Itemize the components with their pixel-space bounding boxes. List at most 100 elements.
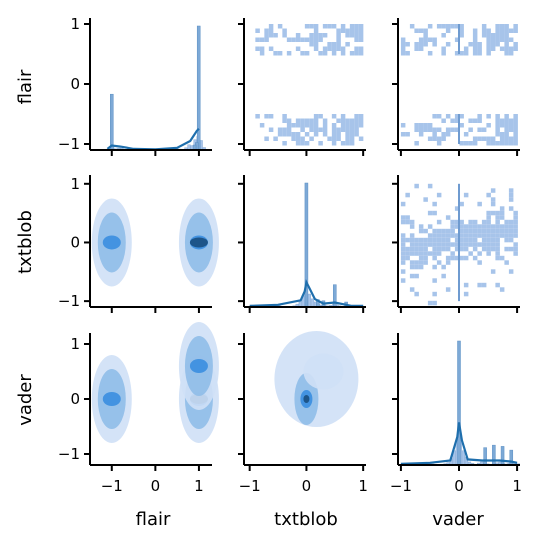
kde2d-panel-r1-c0: [92, 198, 219, 286]
hist2d-cell: [401, 238, 406, 243]
hist2d-cell: [401, 47, 406, 52]
hist2d-cell: [428, 128, 433, 133]
hist2d-cell: [509, 197, 514, 202]
y-tick-label-r2: 0: [70, 390, 80, 408]
hist2d-cell: [305, 119, 310, 124]
y-tick-label-r0: 0: [70, 75, 80, 93]
hist2d-cell: [509, 137, 514, 142]
hist2d-cell: [432, 128, 437, 133]
hist2d-cell: [428, 242, 433, 247]
hist2d-cell: [437, 220, 442, 225]
hist2d-cell: [491, 202, 496, 207]
hist2d-cell: [509, 238, 514, 243]
hist2d-cell: [414, 242, 419, 247]
kde2d-panel-r2-c1: [274, 331, 358, 427]
hist2d-cell: [464, 283, 469, 288]
hist2d-cell: [473, 247, 478, 252]
hist2d-cell: [495, 238, 500, 243]
hist2d-cell: [269, 24, 274, 29]
hist2d-cell: [437, 260, 442, 265]
hist2d-cell: [486, 242, 491, 247]
hist-bin-vader: [462, 451, 465, 465]
hist2d-cell: [309, 123, 314, 128]
hist2d-cell: [504, 260, 509, 265]
hist2d-cell: [314, 114, 319, 119]
hist2d-cell: [450, 242, 455, 247]
hist2d-cell: [419, 260, 424, 265]
hist2d-cell: [359, 29, 364, 34]
hist2d-cell: [359, 47, 364, 52]
hist-bin-txtblob: [311, 299, 314, 307]
kde2d-panel-r2-c0: [92, 322, 219, 443]
hist2d-cell: [441, 238, 446, 243]
hist2d-cell: [482, 220, 487, 225]
hist2d-cell: [486, 114, 491, 119]
diagonal-panel-vader: [398, 341, 520, 465]
hist2d-cell: [432, 301, 437, 306]
hist2d-cell: [432, 247, 437, 252]
hist2d-cell: [482, 247, 487, 252]
hist2d-cell: [464, 247, 469, 252]
hist2d-zero-column: [458, 24, 460, 54]
kde-contour-core: [190, 237, 208, 247]
hist2d-cell: [428, 251, 433, 256]
hist2d-cell: [309, 24, 314, 29]
hist2d-cell: [359, 38, 364, 43]
hist2d-cell: [437, 242, 442, 247]
hist2d-cell: [401, 202, 406, 207]
hist2d-cell: [314, 47, 319, 52]
hist2d-cell: [441, 137, 446, 142]
hist2d-cell: [341, 141, 346, 146]
y-tick-label-r1: 0: [70, 233, 80, 251]
hist2d-cell: [350, 128, 355, 133]
hist2d-cell: [491, 238, 496, 243]
hist2d-cell: [464, 193, 469, 198]
hist2d-cell: [345, 132, 350, 137]
hist2d-cell: [354, 114, 359, 119]
hist2d-cell: [318, 33, 323, 38]
hist2d-cell: [260, 47, 265, 52]
hist2d-cell: [473, 256, 478, 260]
hist2d-cell: [464, 47, 469, 52]
hist2d-cell: [305, 132, 310, 137]
hist2d-cell: [446, 215, 451, 220]
hist2d-cell: [509, 119, 514, 124]
hist2d-cell: [486, 123, 491, 128]
hist2d-cell: [305, 51, 310, 56]
hist2d-cell: [486, 220, 491, 225]
hist2d-cell: [437, 137, 442, 142]
hist2d-cell: [495, 42, 500, 47]
hist2d-cell: [341, 123, 346, 128]
hist2d-cell: [509, 29, 514, 34]
hist2d-cell: [314, 38, 319, 43]
hist2d-cell: [513, 47, 518, 52]
hist2d-cell: [495, 215, 500, 220]
hist2d-cell: [450, 220, 455, 225]
hist2d-cell: [341, 128, 346, 133]
hist2d-cell: [509, 193, 514, 198]
hist2d-cell: [332, 123, 337, 128]
hist2d-cell: [513, 224, 518, 229]
hist2d-cell: [500, 256, 505, 260]
hist2d-cell: [491, 229, 496, 234]
hist2d-cell: [473, 224, 478, 229]
hist2d-cell: [450, 128, 455, 133]
hist2d-cell: [410, 260, 415, 265]
hist2d-cell: [432, 211, 437, 216]
hist2d-cell: [495, 220, 500, 225]
hist2d-cell: [468, 128, 473, 133]
hist2d-cell: [500, 211, 505, 216]
hist2d-cell: [264, 137, 269, 142]
hist2d-cell: [473, 242, 478, 247]
hist2d-cell: [350, 51, 355, 56]
hist2d-cell: [354, 132, 359, 137]
hist2d-cell: [473, 233, 478, 238]
hist2d-cell: [482, 229, 487, 234]
hist2d-cell: [495, 247, 500, 252]
hist2d-cell: [309, 42, 314, 47]
hist2d-cell: [401, 42, 406, 47]
x-tick-label-c2: 1: [512, 477, 522, 495]
hist2d-cell: [513, 24, 518, 29]
hist2d-cell: [473, 141, 478, 146]
hist2d-cell: [459, 202, 464, 207]
